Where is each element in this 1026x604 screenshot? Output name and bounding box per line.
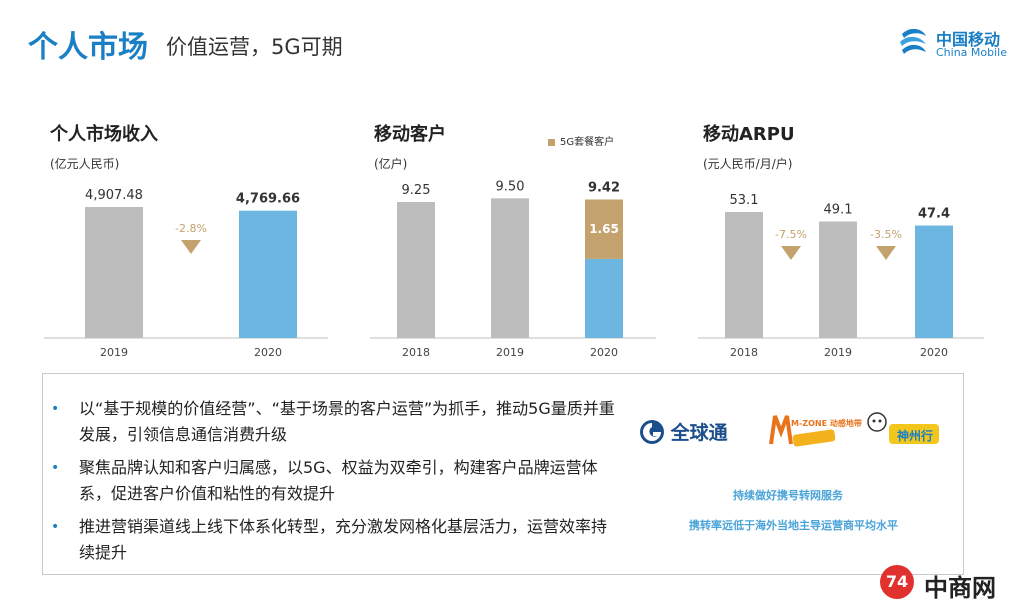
shenzhouxing-logo-icon [867,412,939,444]
value-label-2020: 9.42 [588,181,620,196]
chart-3-unit: (元人民币/月/户) [703,157,793,171]
tick-label-2019: 2019 [496,346,524,359]
chart-3-title: 移动ARPU [703,124,795,145]
down-arrow-icon [781,246,801,260]
bar-2020 [915,225,953,338]
tick-label-2020: 2020 [920,346,948,359]
tick-label-2018: 2018 [730,346,758,359]
note-number-porting: 持续做好携号转网服务 [733,489,843,502]
down-arrow-icon [181,240,201,254]
watermark-text: 中商网 [924,574,996,602]
mzone-text: M-ZONE 动感地带 [791,419,862,428]
chart-2-unit: (亿户) [374,157,408,171]
bullet-item-3: 推进营销渠道线上线下体系化转型，充分激发网格化基层活力，运营效率持续提升 [51,514,619,566]
chart-2-title: 移动客户 [374,124,446,145]
bar-2018 [725,212,763,338]
chart-mobile-customers: 9.25 2018 9.50 2019 1.65 9.42 2020 [370,179,656,359]
mzone-logo-icon [769,415,836,447]
brand-mzone: M-ZONE 动感地带 [767,410,862,450]
tick-label-2020: 2020 [590,346,618,359]
brand-quanqiutong: 全球通 [639,418,728,445]
tick-label-2019: 2019 [824,346,852,359]
tick-label-2018: 2018 [402,346,430,359]
bullet-item-1: 以“基于规模的价值经营”、“基于场景的客户运营”为抓手，推动5G量质并重发展，引… [51,396,619,448]
change-label-1: -3.5% [870,228,902,241]
bar-2020 [585,258,623,338]
tick-label-2019: 2019 [100,346,128,359]
page-title: 个人市场 [28,30,148,65]
chart-2-legend: 5G套餐客户 [548,133,614,148]
value-label-2019: 9.50 [496,179,525,194]
down-arrow-icon [876,246,896,260]
bar-2018 [397,202,435,338]
quanqiutong-text: 全球通 [670,422,728,444]
change-label-0: -2.8% [175,222,207,235]
logo-text-cn: 中国移动 [936,30,1001,49]
value-label-2020: 47.4 [918,207,950,222]
china-mobile-logo: 中国移动 China Mobile [896,24,1008,64]
chart-mobile-arpu: 53.1 2018 49.1 2019 47.4 2020 -7.5% -3.5% [698,193,984,359]
bar-segment-5g-2020 [585,199,623,259]
bar-2019 [85,207,143,338]
value-label-2018: 9.25 [402,183,431,198]
change-label-0: -7.5% [775,228,807,241]
strategy-box: 以“基于规模的价值经营”、“基于场景的客户运营”为抓手，推动5G量质并重发展，引… [42,373,964,575]
legend-swatch-5g [548,138,555,146]
shenzhouxing-text: 神州行 [897,429,934,443]
value-label-2018: 53.1 [730,193,759,208]
tick-label-2020: 2020 [254,346,282,359]
segment-label-5g: 1.65 [589,222,619,236]
china-mobile-logo-icon [900,28,926,54]
brand-shenzhouxing: 神州行 [863,410,943,450]
watermark-badge: 74 [880,565,914,599]
bar-2020 [239,210,297,338]
bar-2019 [491,198,529,338]
bar-2019 [819,221,857,338]
note-porting-rate: 携转率远低于海外当地主导运营商平均水平 [689,519,898,532]
logo-text-en: China Mobile [936,46,1008,59]
bullet-item-2: 聚焦品牌认知和客户归属感，以5G、权益为双牵引，构建客户品牌运营体系，促进客户价… [51,455,619,507]
legend-label-5g: 5G套餐客户 [560,137,615,148]
value-label-2019: 49.1 [824,202,853,217]
page-subtitle: 价值运营，5G可期 [166,35,343,59]
watermark: 74 中商网 [880,565,1026,603]
chart-personal-revenue: 4,907.48 2019 4,769.66 2020 -2.8% [44,188,328,359]
chart-1-title: 个人市场收入 [50,124,158,145]
quanqiutong-logo-icon [640,419,664,444]
value-label-2019: 4,907.48 [85,188,143,203]
chart-1-unit: (亿元人民币) [50,157,120,171]
value-label-2020: 4,769.66 [236,192,300,207]
